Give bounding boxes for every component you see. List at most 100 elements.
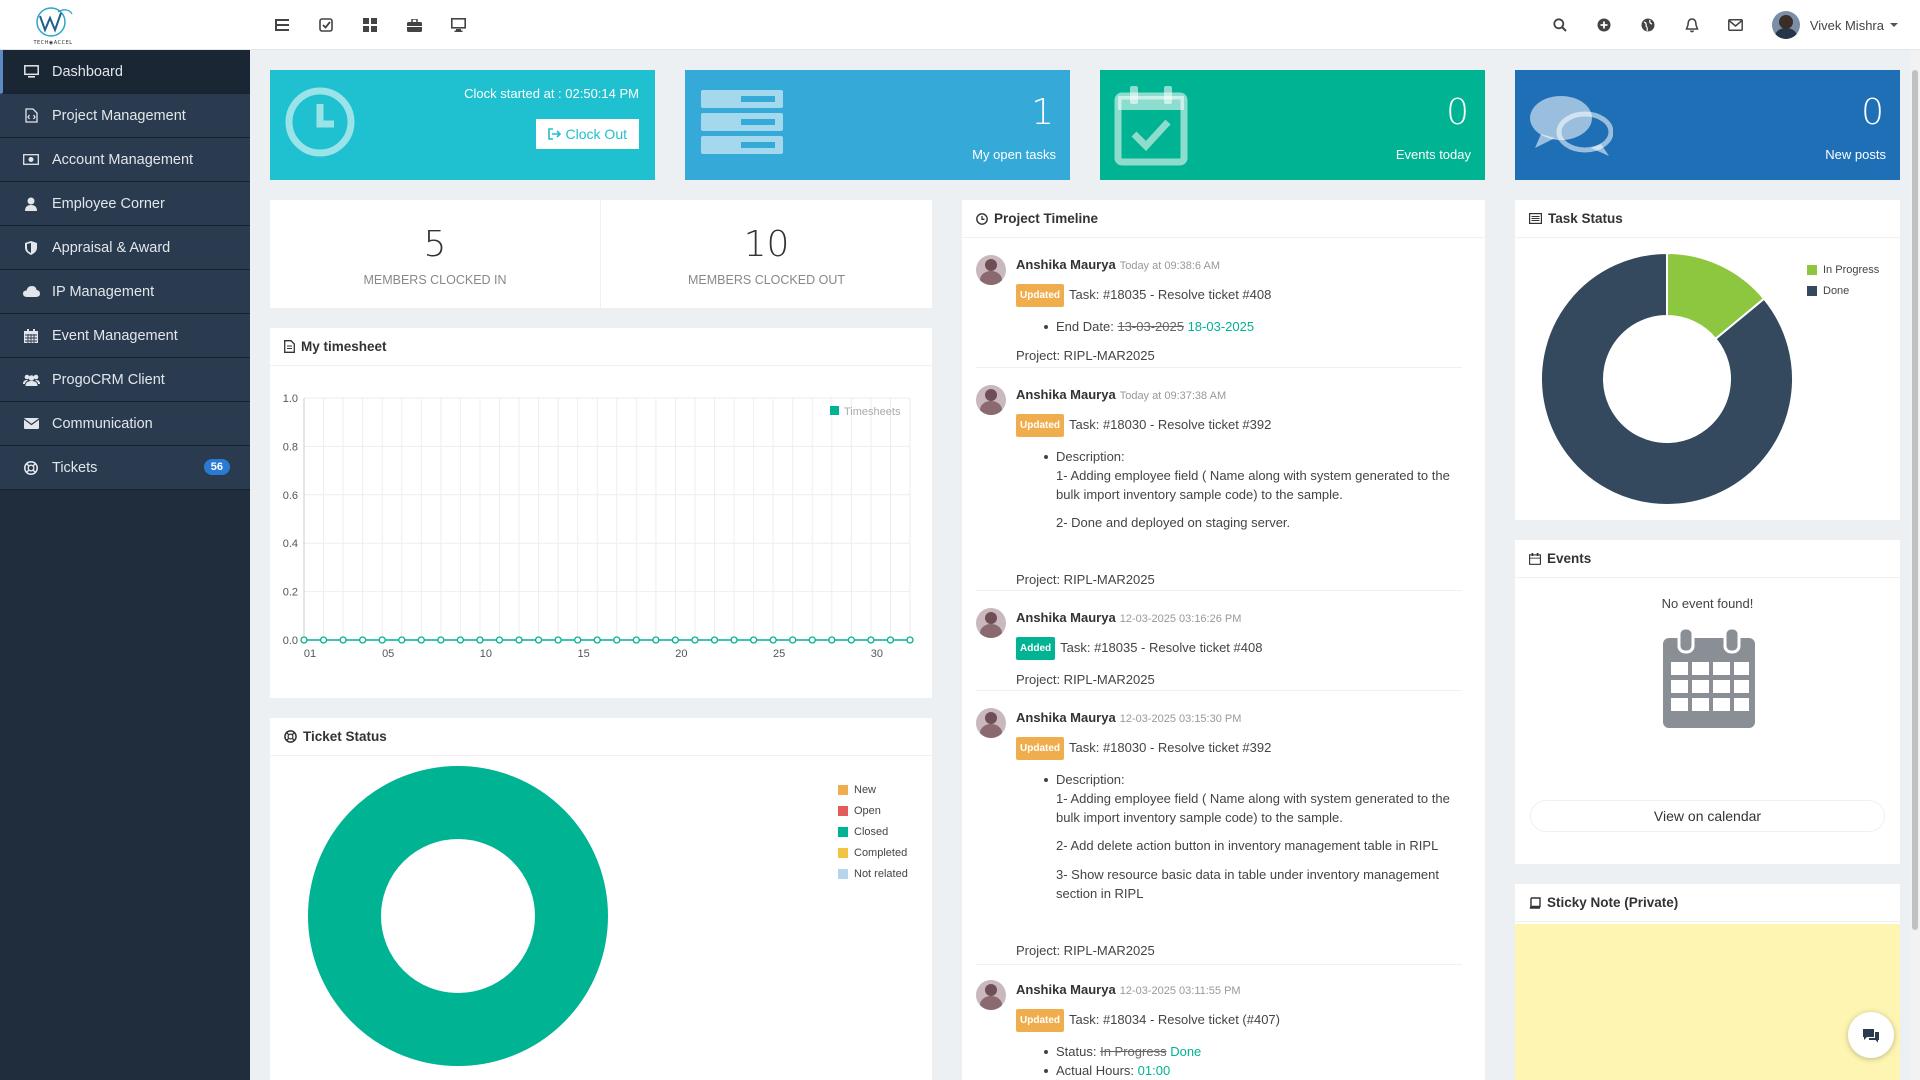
- data-point[interactable]: [319, 636, 328, 644]
- sidebar-item-communication[interactable]: Communication: [0, 402, 250, 446]
- sidebar-item-project-management[interactable]: Project Management: [0, 94, 250, 138]
- open-tasks-tile[interactable]: 1 My open tasks: [685, 70, 1070, 180]
- data-point[interactable]: [730, 636, 738, 644]
- events-title: Events: [1547, 551, 1592, 566]
- entry-task[interactable]: Task: #18035 - Resolve ticket #408: [1069, 286, 1272, 302]
- legend-item[interactable]: Done: [1807, 285, 1879, 297]
- chat-button[interactable]: [1848, 1012, 1894, 1058]
- legend-item[interactable]: Not related: [838, 868, 908, 880]
- entry-author[interactable]: Anshika Maurya: [1016, 257, 1116, 272]
- user-avatar: [1771, 11, 1800, 39]
- data-point[interactable]: [593, 636, 601, 644]
- data-point[interactable]: [691, 636, 699, 644]
- clock-started-text: Clock started at : 02:50:14 PM: [464, 86, 639, 101]
- view-on-calendar-button[interactable]: View on calendar: [1530, 800, 1885, 832]
- data-point[interactable]: [534, 636, 543, 644]
- data-point[interactable]: [710, 636, 719, 644]
- data-point[interactable]: [671, 636, 680, 644]
- briefcase-icon[interactable]: [392, 0, 436, 50]
- legend-item[interactable]: New: [838, 784, 908, 796]
- legend-item[interactable]: Open: [838, 805, 908, 817]
- status-badge: Updated: [1016, 284, 1064, 307]
- entry-author[interactable]: Anshika Maurya: [1016, 610, 1116, 625]
- sidebar-item-label: Appraisal & Award: [52, 239, 171, 256]
- data-point[interactable]: [300, 636, 308, 644]
- globe-icon[interactable]: [1626, 0, 1670, 50]
- user-menu[interactable]: Vivek Mishra: [1771, 11, 1898, 39]
- data-point[interactable]: [358, 636, 367, 644]
- pie-slice[interactable]: [308, 766, 608, 1066]
- data-point[interactable]: [476, 636, 484, 644]
- description-line: section in RIPL: [1056, 886, 1144, 901]
- data-point[interactable]: [769, 636, 777, 644]
- data-point[interactable]: [749, 636, 758, 644]
- entry-task[interactable]: Task: #18030 - Resolve ticket #392: [1069, 416, 1272, 432]
- ticket-status-header: Ticket Status: [270, 718, 932, 756]
- data-point[interactable]: [437, 636, 445, 644]
- data-point[interactable]: [789, 636, 797, 644]
- legend-item[interactable]: Completed: [838, 847, 908, 859]
- monitor-icon[interactable]: [436, 0, 480, 50]
- data-point[interactable]: [886, 636, 895, 644]
- y-tick-label: 0.0: [283, 635, 298, 647]
- data-point[interactable]: [398, 636, 406, 644]
- members-clock-card: 5 MEMBERS CLOCKED IN 10 MEMBERS CLOCKED …: [270, 200, 932, 308]
- data-point[interactable]: [632, 636, 640, 644]
- bell-icon[interactable]: [1670, 0, 1714, 50]
- description-line: bulk import inventory sample code) to th…: [1056, 810, 1343, 825]
- data-point[interactable]: [495, 636, 504, 644]
- sidebar-item-account-management[interactable]: Account Management: [0, 138, 250, 182]
- sidebar-item-ip-management[interactable]: IP Management: [0, 270, 250, 314]
- new-value: 01:00: [1137, 1063, 1171, 1078]
- legend-item[interactable]: Closed: [838, 826, 908, 838]
- pie-slice[interactable]: [1540, 251, 1794, 506]
- data-point[interactable]: [652, 636, 660, 644]
- app-logo[interactable]: TECH◉ACCEL: [28, 4, 78, 46]
- chevron-down-icon: [1890, 23, 1898, 27]
- data-point[interactable]: [417, 636, 425, 644]
- mail-icon[interactable]: [1714, 0, 1758, 50]
- sidebar-item-progocrm-client[interactable]: ProgoCRM Client: [0, 358, 250, 402]
- sidebar-item-employee-corner[interactable]: Employee Corner: [0, 182, 250, 226]
- plus-circle-icon[interactable]: [1582, 0, 1626, 50]
- legend-swatch: [838, 785, 848, 795]
- grid-icon[interactable]: [348, 0, 392, 50]
- new-posts-tile[interactable]: 0 New posts: [1515, 70, 1900, 180]
- entry-author[interactable]: Anshika Maurya: [1016, 710, 1116, 725]
- sticky-note-textarea[interactable]: [1515, 924, 1900, 1080]
- sidebar-item-dashboard[interactable]: Dashboard: [0, 50, 250, 94]
- legend-label: Not related: [854, 868, 908, 880]
- entry-author[interactable]: Anshika Maurya: [1016, 387, 1116, 402]
- data-point[interactable]: [867, 636, 875, 644]
- data-point[interactable]: [613, 636, 621, 644]
- sidebar-item-appraisal-award[interactable]: Appraisal & Award: [0, 226, 250, 270]
- legend-item[interactable]: In Progress: [1807, 264, 1879, 276]
- page-scrollbar[interactable]: [1910, 50, 1920, 1080]
- entry-author[interactable]: Anshika Maurya: [1016, 982, 1116, 997]
- clock-out-button[interactable]: Clock Out: [535, 119, 639, 149]
- entry-task[interactable]: Task: #18030 - Resolve ticket #392: [1069, 739, 1272, 755]
- sidebar-item-tickets[interactable]: Tickets 56: [0, 446, 250, 490]
- data-point[interactable]: [808, 636, 816, 644]
- members-clocked-in-label: MEMBERS CLOCKED IN: [363, 273, 507, 287]
- data-point[interactable]: [378, 636, 386, 644]
- data-point[interactable]: [339, 636, 347, 644]
- data-point[interactable]: [847, 636, 856, 644]
- events-today-tile[interactable]: 0 Events today: [1100, 70, 1485, 180]
- search-icon[interactable]: [1538, 0, 1582, 50]
- entry-task[interactable]: Task: #18035 - Resolve ticket #408: [1060, 639, 1263, 655]
- events-card: Events No event found! View on calendar: [1515, 540, 1900, 864]
- data-point[interactable]: [554, 636, 562, 644]
- scrollbar-thumb[interactable]: [1912, 70, 1918, 930]
- check-square-icon[interactable]: [304, 0, 348, 50]
- data-point[interactable]: [515, 636, 523, 644]
- data-point[interactable]: [906, 636, 914, 644]
- entry-task[interactable]: Task: #18034 - Resolve ticket (#407): [1069, 1011, 1280, 1027]
- events-today-count: 0: [1446, 92, 1469, 133]
- data-point[interactable]: [828, 636, 836, 644]
- data-point[interactable]: [574, 636, 582, 644]
- sidebar-item-event-management[interactable]: Event Management: [0, 314, 250, 358]
- data-point[interactable]: [456, 636, 465, 644]
- list-icon[interactable]: [260, 0, 304, 50]
- file-text-icon: [284, 340, 295, 353]
